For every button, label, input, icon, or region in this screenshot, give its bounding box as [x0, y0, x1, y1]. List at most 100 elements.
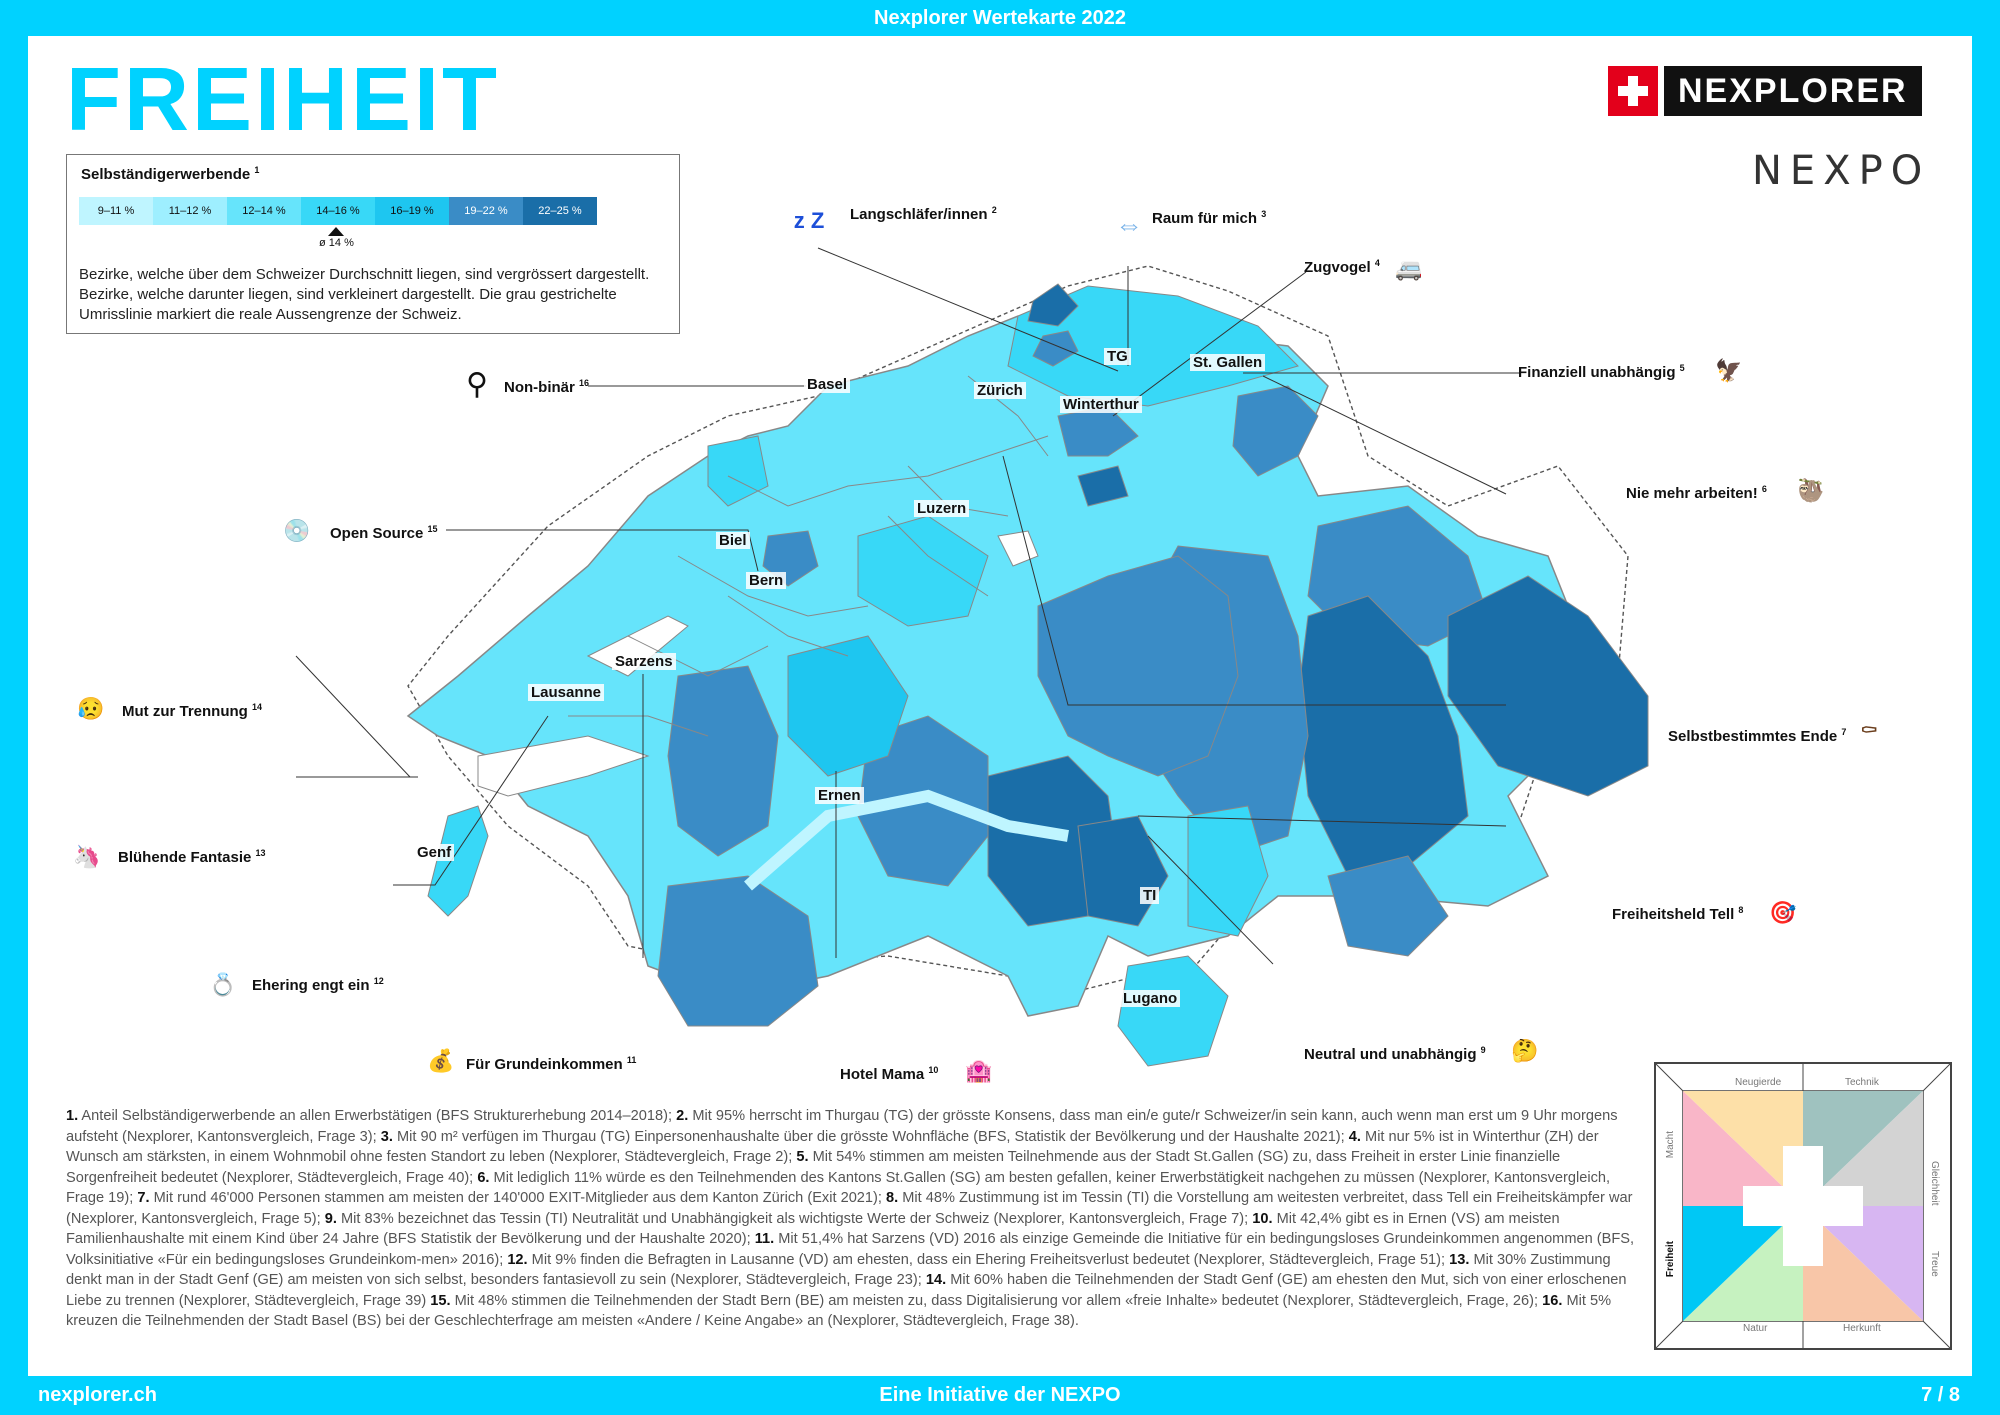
- callout-ehering-engt-ein[interactable]: Ehering engt ein 12: [252, 976, 384, 994]
- leader-line-15: [446, 529, 759, 572]
- district-central-large: [1037, 555, 1239, 777]
- callout-open-source[interactable]: Open Source 15: [330, 524, 438, 542]
- page-title: FREIHEIT: [66, 50, 501, 150]
- sad-face-icon: 😥: [77, 696, 105, 721]
- district-vaud-alps: [667, 665, 779, 857]
- leader-line-14: [295, 655, 411, 778]
- city-label-tg[interactable]: TG: [1104, 348, 1131, 365]
- segment-herkunft: [1803, 1206, 1923, 1321]
- segment-gleichheit: [1803, 1091, 1923, 1206]
- leader-line-4: [1112, 271, 1307, 417]
- wheel-label-freiheit: Freiheit: [1665, 1241, 1676, 1278]
- district-lake-constance: [1027, 283, 1079, 327]
- city-label-sarzens[interactable]: Sarzens: [612, 653, 676, 670]
- city-label-basel[interactable]: Basel: [804, 376, 851, 393]
- callout-raum-fuer-mich[interactable]: Raum für mich 3: [1152, 209, 1267, 227]
- district-graubuenden-east: [1447, 575, 1649, 797]
- triangle-up-icon: [328, 227, 345, 236]
- legend-bin-3: 12–14 %: [227, 197, 301, 225]
- city-label-bern[interactable]: Bern: [746, 572, 787, 589]
- callout-non-binaer[interactable]: Non-binär 16: [504, 378, 590, 396]
- nexplorer-logo[interactable]: NEXPLORER: [1608, 66, 1922, 116]
- city-label-zurich[interactable]: Zürich: [974, 382, 1026, 399]
- swiss-flag-icon: [1608, 66, 1658, 116]
- callout-langschlaefer[interactable]: Langschläfer/innen 2: [850, 205, 997, 223]
- map-panel: FREIHEIT NEXPLORER NEXPO Selbständigerwe…: [28, 36, 1972, 1376]
- callout-hotel-mama[interactable]: Hotel Mama 10: [840, 1065, 939, 1083]
- city-label-lausanne[interactable]: Lausanne: [528, 684, 605, 701]
- city-label-lugano[interactable]: Lugano: [1120, 990, 1181, 1007]
- love-hotel-icon: 🏩: [965, 1058, 993, 1083]
- city-label-winterthur[interactable]: Winterthur: [1060, 396, 1142, 413]
- wheel-label-technik: Technik: [1845, 1077, 1879, 1088]
- left-right-arrow-icon: ⇔: [1115, 209, 1143, 240]
- segment-freiheit: [1683, 1206, 1803, 1321]
- camper-van-icon: 🚐: [1395, 256, 1423, 281]
- nexplorer-wordmark: NEXPLORER: [1664, 66, 1922, 116]
- city-label-luzern[interactable]: Luzern: [914, 500, 970, 517]
- legend-bin-5: 16–19 %: [375, 197, 449, 225]
- leader-line-9: [1147, 835, 1274, 965]
- footer-website-link[interactable]: nexplorer.ch: [38, 1384, 157, 1406]
- coffin-icon: ⚰: [1859, 718, 1879, 743]
- district-lugano: [1117, 955, 1229, 1067]
- value-wheel-graphic: [1654, 1062, 1952, 1350]
- bottom-banner: nexplorer.ch Eine Initiative der NEXPO 7…: [0, 1376, 2000, 1415]
- leader-lines: [295, 247, 1520, 965]
- cd-icon: 💿: [283, 518, 311, 543]
- target-icon: 🎯: [1769, 900, 1797, 925]
- callout-nie-mehr-arbeiten[interactable]: Nie mehr arbeiten! 6: [1626, 484, 1767, 502]
- district-geneva: [427, 805, 489, 917]
- top-banner-title: Nexplorer Wertekarte 2022: [874, 7, 1126, 29]
- city-label-ernen[interactable]: Ernen: [815, 787, 864, 804]
- district-ticino-valley: [1187, 805, 1269, 937]
- legend-description: Bezirke, welche über dem Schweizer Durch…: [79, 266, 650, 323]
- nexpo-logo: NEXPO: [1752, 148, 1931, 194]
- callout-freiheitsheld-tell[interactable]: Freiheitsheld Tell 8: [1612, 905, 1744, 923]
- leader-line-2: [817, 247, 1119, 372]
- callout-finanziell-unabhaengig[interactable]: Finanziell unabhängig 5: [1518, 363, 1685, 381]
- legend-box: Selbständigerwerbende 1 9–11 % 11–12 % 1…: [66, 154, 680, 334]
- sleeping-zzz-icon: z Z: [793, 208, 825, 233]
- legend-title: Selbständigerwerbende 1: [81, 165, 260, 183]
- city-label-genf[interactable]: Genf: [414, 844, 455, 861]
- leader-line-7: [1002, 455, 1506, 706]
- lake-lucerne: [997, 530, 1039, 567]
- footer-page-number: 7 / 8: [1921, 1384, 1960, 1406]
- sloth-icon: 🦥: [1797, 478, 1825, 503]
- leader-line-8: [1137, 815, 1507, 827]
- unicorn-icon: 🦄: [73, 844, 101, 869]
- footer-initiative: Eine Initiative der NEXPO: [879, 1384, 1121, 1406]
- legend-bin-2: 11–12 %: [153, 197, 227, 225]
- wheel-label-herkunft: Herkunft: [1843, 1323, 1881, 1334]
- footnotes: 1. Anteil Selbständigerwerbende an allen…: [66, 1108, 1635, 1329]
- city-label-ti[interactable]: TI: [1140, 887, 1160, 904]
- district-zurich-lake: [1077, 465, 1129, 507]
- non-binary-symbol-icon: ⚲: [466, 368, 488, 401]
- callout-neutral-und-unabhaengig[interactable]: Neutral und unabhängig 9: [1304, 1045, 1486, 1063]
- ring-icon: 💍: [209, 972, 237, 997]
- city-label-st-gallen[interactable]: St. Gallen: [1190, 354, 1266, 371]
- segment-neugierde: [1683, 1091, 1803, 1206]
- district-lake-constance-2: [1032, 330, 1079, 367]
- legend-bin-6: 19–22 %: [449, 197, 523, 225]
- city-label-biel[interactable]: Biel: [716, 532, 750, 549]
- callout-fuer-grundeinkommen[interactable]: Für Grundeinkommen 11: [466, 1055, 637, 1073]
- money-bag-icon: 💰: [427, 1048, 455, 1073]
- value-wheel: Neugierde Technik Gleichheit Treue Herku…: [1653, 1061, 1953, 1351]
- leader-line-6: [1262, 375, 1507, 495]
- district-oberland: [787, 635, 909, 777]
- wheel-label-natur: Natur: [1743, 1323, 1768, 1334]
- rhone-valley: [744, 789, 1069, 891]
- district-st-gallen: [1232, 385, 1319, 477]
- switzerland-cartogram: [295, 247, 1649, 1067]
- thinking-face-icon: 🤔: [1511, 1038, 1539, 1063]
- legend-bin-1: 9–11 %: [79, 197, 153, 225]
- eagle-icon: 🦅: [1715, 358, 1743, 383]
- wheel-label-neugierde: Neugierde: [1735, 1077, 1782, 1088]
- callout-selbstbestimmtes-ende[interactable]: Selbstbestimmtes Ende 7: [1668, 727, 1847, 745]
- callout-bluehende-fantasie[interactable]: Blühende Fantasie 13: [118, 848, 266, 866]
- callout-zugvogel[interactable]: Zugvogel 4: [1304, 258, 1380, 276]
- legend-bin-7: 22–25 %: [523, 197, 597, 225]
- callout-mut-zur-trennung[interactable]: Mut zur Trennung 14: [122, 702, 263, 720]
